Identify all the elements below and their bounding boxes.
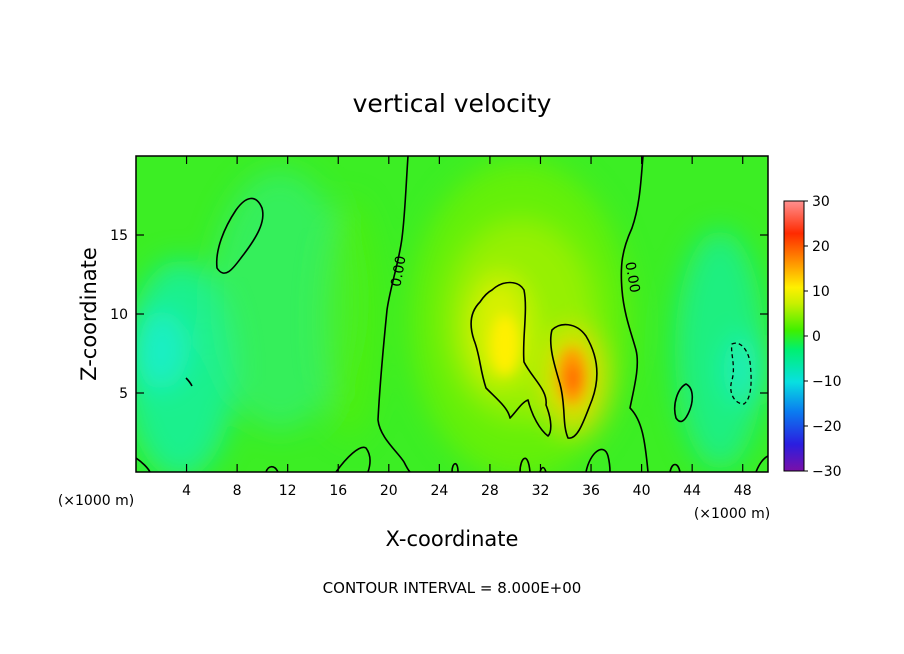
x-axis-title: X-coordinate: [386, 527, 519, 551]
contour-label-left: 0.00: [388, 255, 409, 288]
x-tick-label: 20: [380, 483, 398, 499]
x-unit-label-right: (×1000 m): [694, 506, 770, 522]
colorbar-tick-label: 20: [812, 239, 830, 255]
x-tick-label: 8: [233, 483, 242, 499]
x-tick-label: 44: [683, 483, 701, 499]
y-tick-label: 5: [119, 386, 128, 402]
x-tick-label: 12: [279, 483, 297, 499]
contour-lines: [136, 156, 768, 472]
colorbar-tick-label: −30: [812, 464, 842, 480]
chart-title: vertical velocity: [353, 89, 552, 118]
y-axis-title: Z-coordinate: [77, 247, 101, 381]
x-tick-label: 28: [481, 483, 499, 499]
contour-label-right: 0.00: [621, 261, 642, 294]
x-tick-label: 4: [182, 483, 191, 499]
heatmap-field: 0.00 0.00: [136, 156, 768, 472]
colorbar-tick-label: 30: [812, 194, 830, 210]
x-unit-label: (×1000 m): [58, 493, 134, 509]
y-axis-ticks: 5 10 15: [110, 228, 768, 402]
colorbar: [783, 200, 805, 472]
colorbar-tick-label: −20: [812, 419, 842, 435]
x-axis-ticks: 4 8 12 16 20 24 28 32 36 40 44 48: [182, 156, 752, 499]
x-tick-label: 24: [430, 483, 448, 499]
x-tick-label: 40: [633, 483, 651, 499]
colorbar-tick-label: 10: [812, 284, 830, 300]
field-cores: [491, 315, 586, 404]
y-tick-label: 10: [110, 307, 128, 323]
colorbar-tick-label: −10: [812, 374, 842, 390]
colorbar-tick-label: 0: [812, 329, 821, 345]
contour-interval-note: CONTOUR INTERVAL = 8.000E+00: [323, 579, 582, 597]
x-tick-label: 36: [582, 483, 600, 499]
y-tick-label: 15: [110, 228, 128, 244]
x-tick-label: 16: [329, 483, 347, 499]
x-tick-label: 48: [734, 483, 752, 499]
colorbar-ticks: 30 20 10 0 −10 −20 −30: [804, 194, 842, 480]
x-tick-label: 32: [532, 483, 550, 499]
